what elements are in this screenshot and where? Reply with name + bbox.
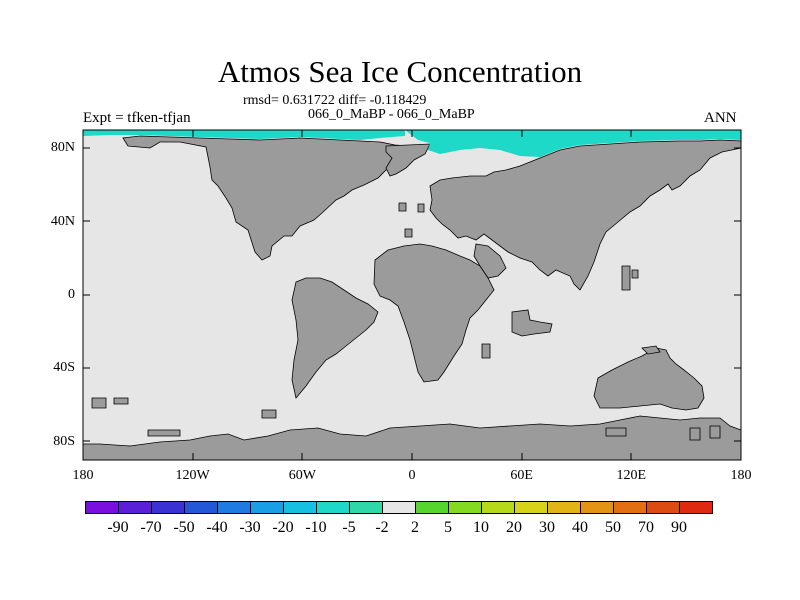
stats-subtitle: rmsd= 0.631722 diff= -0.118429 — [243, 93, 427, 108]
colorbar-swatch — [448, 501, 482, 514]
season-label: ANN — [704, 110, 737, 126]
colorbar-swatch — [613, 501, 647, 514]
map-land — [82, 135, 742, 461]
colorbar-label: 20 — [506, 519, 522, 536]
comparison-subtitle: 066_0_MaBP - 066_0_MaBP — [308, 107, 475, 122]
colorbar-label: -70 — [140, 519, 162, 536]
colorbar-swatch — [481, 501, 515, 514]
land-ice-island — [398, 202, 407, 212]
colorbar — [85, 501, 713, 514]
experiment-label: Expt = tfken-tfjan — [83, 110, 191, 126]
lat-tick-label: 80S — [53, 433, 75, 449]
land-southern-island-1 — [91, 397, 107, 409]
colorbar-swatch — [547, 501, 581, 514]
lon-tick-label: 60E — [510, 468, 533, 483]
lon-tick-label: 60W — [288, 468, 316, 483]
land-indonesia-3 — [511, 309, 553, 337]
land-southern-island-4 — [261, 409, 277, 419]
land-antarctica — [82, 415, 742, 461]
colorbar-swatch — [118, 501, 152, 514]
lat-tick-label: 40N — [50, 213, 75, 229]
sea-ice-band-west — [83, 130, 405, 140]
colorbar-label: -90 — [107, 519, 129, 536]
colorbar-label: -40 — [206, 519, 228, 536]
land-australia — [593, 347, 705, 411]
land-antarctic-coast-3 — [709, 425, 721, 439]
colorbar-swatch — [250, 501, 284, 514]
lon-tick-label: 180 — [730, 468, 752, 483]
land-indonesia-2 — [631, 269, 639, 279]
land-africa — [373, 243, 495, 383]
colorbar-label: 50 — [605, 519, 621, 536]
colorbar-swatch — [679, 501, 713, 514]
land-antarctic-coast-2 — [689, 427, 701, 441]
colorbar-label: 10 — [473, 519, 489, 536]
land-south-america — [291, 277, 379, 399]
land-southern-island-3 — [147, 429, 181, 437]
lon-tick-label: 120W — [175, 468, 210, 483]
colorbar-swatch — [217, 501, 251, 514]
land-greenland — [385, 143, 431, 177]
colorbar-label: 5 — [444, 519, 452, 536]
land-indonesia-1 — [621, 265, 631, 291]
land-madagascar — [481, 343, 491, 359]
lon-tick-label: 120E — [616, 468, 647, 483]
land-eurasia — [429, 139, 742, 291]
colorbar-label: -50 — [173, 519, 195, 536]
colorbar-swatch — [283, 501, 317, 514]
lon-tick-label: 180 — [72, 468, 94, 483]
colorbar-swatch — [646, 501, 680, 514]
colorbar-swatch — [349, 501, 383, 514]
lat-tick-label: 80N — [50, 140, 75, 156]
sea-ice-band-east — [405, 130, 741, 157]
land-arabia — [473, 243, 507, 279]
lat-tick-label: 40S — [53, 360, 75, 376]
colorbar-label: 30 — [539, 519, 555, 536]
colorbar-swatch — [382, 501, 416, 514]
colorbar-label: -2 — [375, 519, 389, 536]
land-north-america — [122, 135, 411, 261]
map-title: Atmos Sea Ice Concentration — [217, 54, 583, 89]
colorbar-label: -5 — [342, 519, 356, 536]
colorbar-label: 2 — [411, 519, 419, 536]
colorbar-label: 90 — [671, 519, 687, 536]
colorbar-swatch — [514, 501, 548, 514]
colorbar-swatch — [85, 501, 119, 514]
tick-marks — [83, 130, 741, 460]
colorbar-label: -30 — [239, 519, 261, 536]
colorbar-swatch — [316, 501, 350, 514]
colorbar-swatch — [580, 501, 614, 514]
colorbar-label: -20 — [272, 519, 294, 536]
sea-ice-change — [83, 130, 741, 157]
lon-tick-label: 0 — [408, 468, 416, 483]
land-small-island-1 — [417, 203, 425, 213]
colorbar-label: 70 — [638, 519, 654, 536]
colorbar-swatch — [184, 501, 218, 514]
land-antarctic-coast-1 — [605, 427, 627, 437]
colorbar-swatch — [415, 501, 449, 514]
colorbar-swatch — [151, 501, 185, 514]
colorbar-label: 40 — [572, 519, 588, 536]
colorbar-label: -10 — [305, 519, 327, 536]
lat-tick-label: 0 — [68, 287, 75, 302]
land-southern-island-2 — [113, 397, 129, 405]
land-new-guinea — [641, 345, 661, 355]
land-small-island-2 — [404, 228, 413, 238]
